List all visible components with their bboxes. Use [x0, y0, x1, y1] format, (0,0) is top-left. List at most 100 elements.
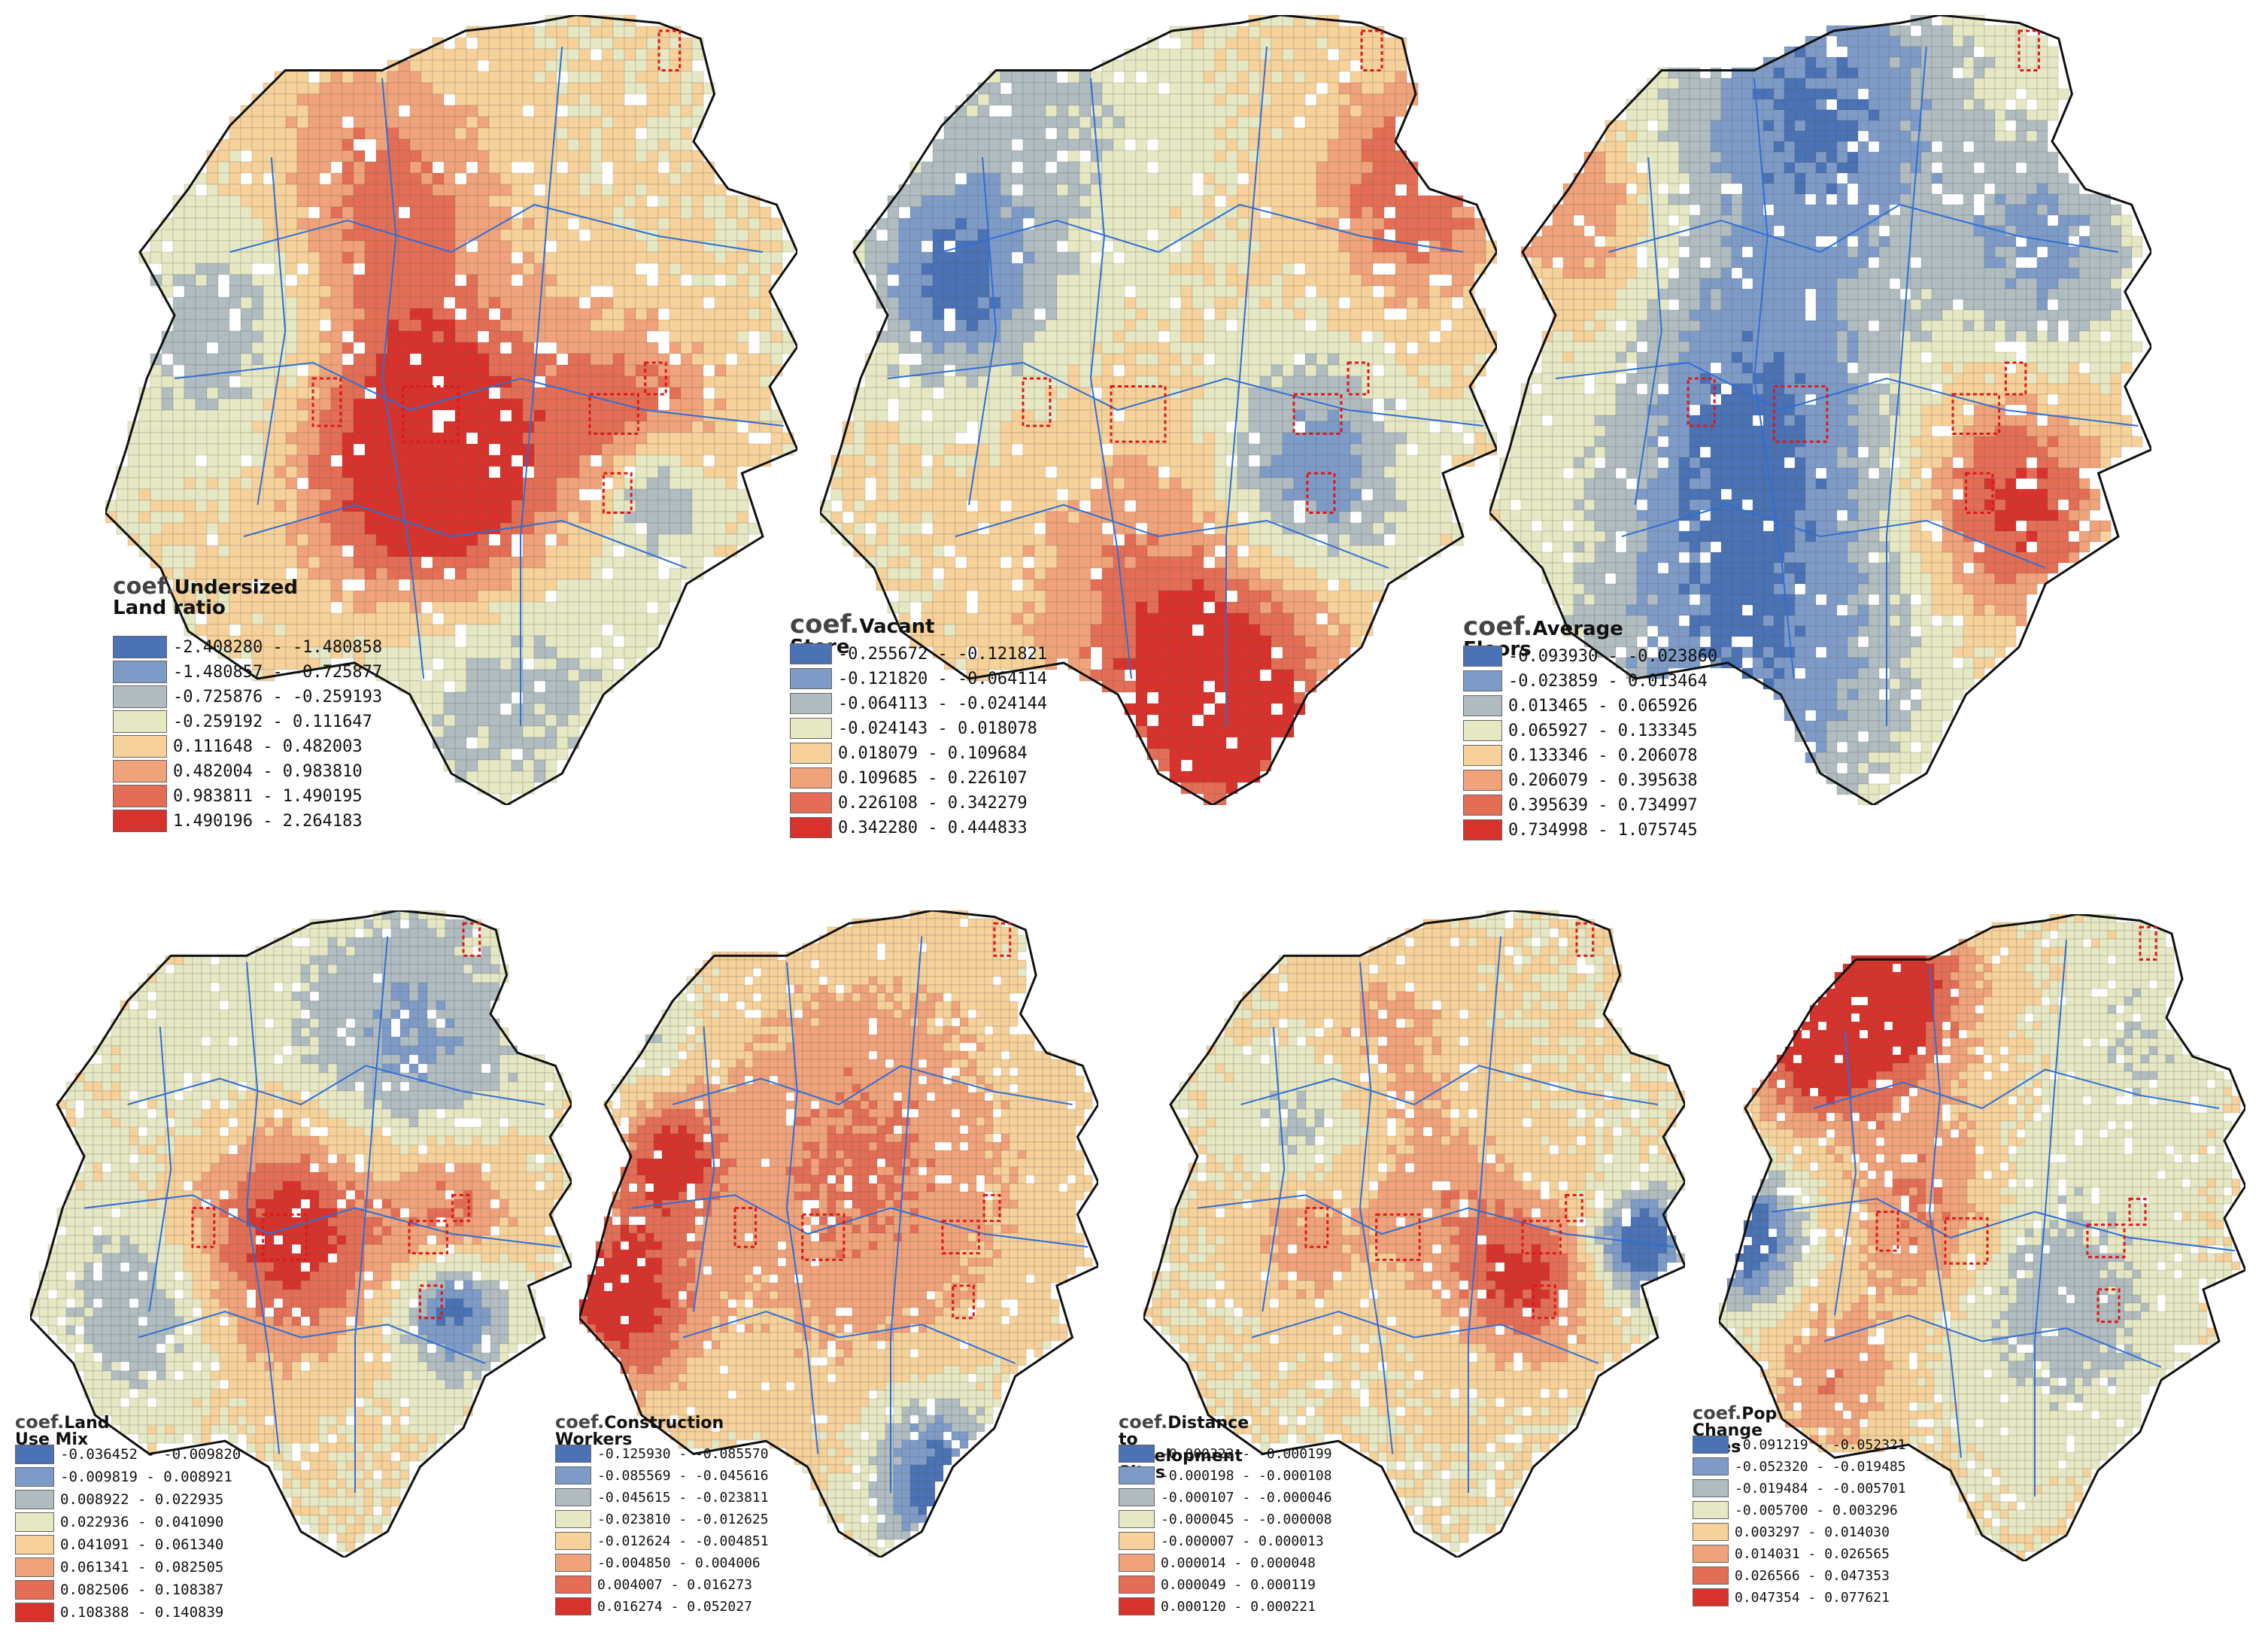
river-line [1197, 1194, 1674, 1248]
legend-class-row: -0.725876 - -0.259193 [113, 685, 382, 708]
development-site-outline [462, 922, 481, 957]
legend-class-row: 0.013465 - 0.065926 [1463, 695, 1698, 716]
grid-cells [1489, 15, 2143, 805]
development-site-outline [1292, 393, 1343, 435]
river-line [1240, 1065, 1659, 1106]
river-line [1621, 503, 2046, 569]
legend-class-label: 0.061341 - 0.082505 [60, 1559, 223, 1576]
grid-cells [1143, 910, 1685, 1552]
river-line [672, 1065, 1073, 1106]
district-boundary [579, 910, 1098, 1557]
legend-class-label: 0.226108 - 0.342279 [838, 794, 1028, 813]
legend-swatch [1693, 1501, 1729, 1519]
legend-class-label: -0.005700 - 0.003296 [1735, 1503, 1898, 1518]
legend-class-row: -0.121820 - -0.064114 [790, 668, 1047, 689]
legend-class-row: -0.255672 - -0.121821 [790, 643, 1047, 664]
legend-class-row: 0.061341 - 0.082505 [15, 1557, 223, 1577]
legend-swatch [15, 1557, 54, 1577]
legend-swatch [1693, 1566, 1729, 1585]
legend-swatch [15, 1535, 54, 1554]
district-boundary [1489, 15, 2151, 805]
legend-swatch [790, 767, 832, 789]
legend-swatch [1463, 770, 1502, 791]
river-line [1753, 77, 1795, 679]
legend-title: coef.Construction Workers [555, 1413, 724, 1448]
coefficient-map-land-use-mix [30, 910, 572, 1557]
legend-class-row: 0.065927 - 0.133345 [1463, 720, 1698, 741]
legend-class-label: -1.480857 - -0.725877 [173, 663, 382, 682]
legend-coef-prefix: coef. [790, 609, 859, 640]
district-boundary [1143, 910, 1685, 1557]
river-line [1555, 361, 2139, 427]
river-line [890, 936, 923, 1493]
river-line [520, 46, 563, 726]
legend-class-label: 0.065927 - 0.133345 [1508, 722, 1698, 740]
legend-class-row: -0.000045 - -0.000008 [1119, 1510, 1332, 1528]
development-site-outline [1306, 472, 1336, 514]
development-site-outline [1944, 1217, 1989, 1265]
river-line [1634, 156, 1662, 506]
development-site-outline [1521, 1220, 1562, 1255]
legend-class-row: -0.005700 - 0.003296 [1693, 1501, 1898, 1519]
legend-class-row: -0.009819 - 0.008921 [15, 1467, 232, 1487]
legend-class-row: 0.108388 - 0.140839 [15, 1603, 223, 1622]
legend-class-row: 0.000049 - 0.000119 [1119, 1576, 1316, 1594]
legend-variable-name: Land Use Mix [15, 1414, 110, 1449]
legend-class-label: 0.022936 - 0.041090 [60, 1514, 223, 1530]
legend-coef-prefix: coef. [1463, 612, 1532, 642]
legend-class-row: 0.109685 - 0.226107 [790, 767, 1028, 789]
legend-class-row: 0.983811 - 1.490195 [113, 785, 363, 807]
legend-swatch [555, 1510, 591, 1528]
legend-class-label: 0.983811 - 1.490195 [173, 787, 363, 806]
legend-class-row: -0.045615 - -0.023811 [555, 1488, 769, 1506]
river-line [1928, 965, 1962, 1458]
legend-swatch [555, 1554, 591, 1572]
legend-class-row: 0.016274 - 0.052027 [555, 1597, 752, 1615]
development-site-outline [1875, 1211, 1899, 1252]
legend-class-row: -0.064113 - -0.024144 [790, 693, 1047, 714]
river-line [2034, 940, 2067, 1497]
legend-class-row: -0.023810 - -0.012625 [555, 1510, 769, 1528]
legend-variable-name: Undersized Land ratio [113, 576, 298, 619]
development-site-outline [1347, 361, 1370, 396]
legend-swatch [555, 1466, 591, 1484]
legend-swatch [113, 735, 167, 758]
legend-swatch [113, 685, 167, 708]
river-line [229, 203, 764, 254]
legend-coef-prefix: coef. [15, 1411, 64, 1433]
river-line [692, 1026, 715, 1312]
development-site-outline [451, 1193, 470, 1223]
river-line [381, 77, 425, 679]
development-site-outline [801, 1213, 846, 1261]
coefficient-map-average-floors [1489, 15, 2151, 805]
legend-class-row: -0.085569 - -0.045616 [555, 1466, 769, 1484]
river-line [243, 503, 688, 569]
legend-class-label: 0.000049 - 0.000119 [1161, 1577, 1316, 1593]
district-boundary [105, 15, 797, 805]
legend-swatch [790, 718, 832, 739]
legend-class-row: 0.206079 - 0.395638 [1463, 770, 1698, 791]
coefficient-map-vacant-store [820, 15, 1497, 805]
legend-class-label: 0.342280 - 0.444833 [838, 819, 1028, 837]
development-site-outline [1565, 1193, 1583, 1223]
legend-class-row: 0.342280 - 0.444833 [790, 817, 1028, 838]
development-site-outline [1360, 29, 1383, 71]
legend-class-row: 0.395639 - 0.734997 [1463, 795, 1698, 816]
river-line [245, 962, 281, 1454]
legend-swatch [15, 1603, 54, 1622]
legend-class-label: 0.003297 - 0.014030 [1735, 1524, 1890, 1540]
legend-swatch [790, 643, 832, 664]
legend-class-label: -0.259192 - 0.111647 [173, 713, 372, 731]
river-line [1771, 1198, 2236, 1252]
river-line [1834, 1030, 1857, 1316]
development-site-outline [402, 385, 460, 443]
legend-swatch [1693, 1479, 1729, 1497]
legend-class-label: -0.024143 - 0.018078 [838, 719, 1037, 738]
development-site-outline [2139, 925, 2157, 961]
legend-swatch [1119, 1597, 1155, 1615]
legend-class-label: -0.045615 - -0.023811 [597, 1490, 769, 1506]
legend-class-row: -0.000107 - -0.000046 [1119, 1488, 1332, 1506]
legend-swatch [113, 760, 167, 782]
legend-swatch [113, 636, 167, 658]
legend-class-label: 0.109685 - 0.226107 [838, 769, 1028, 788]
